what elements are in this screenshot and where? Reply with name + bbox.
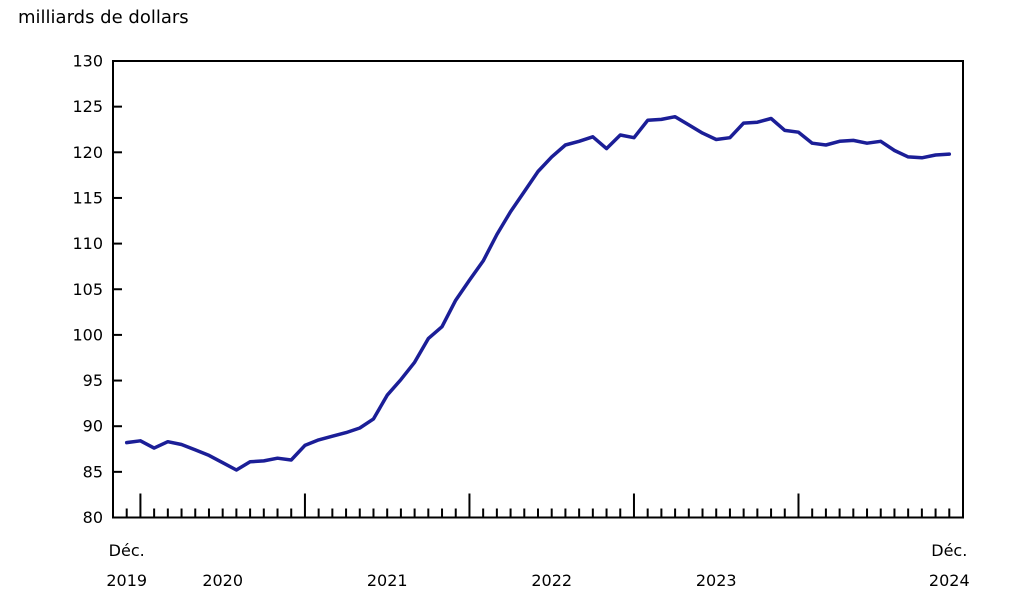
- x-axis-label-month: Déc.: [109, 541, 145, 560]
- x-axis-label-year: 2019: [106, 571, 147, 590]
- y-tick-label: 125: [72, 97, 103, 116]
- y-tick-label: 110: [72, 234, 103, 253]
- x-axis-label-year: 2021: [367, 571, 408, 590]
- y-tick-label: 130: [72, 52, 103, 71]
- y-tick-label: 80: [83, 508, 103, 527]
- x-axis-label-year: 2023: [696, 571, 737, 590]
- data-line: [124, 114, 952, 472]
- y-tick-label: 120: [72, 143, 103, 162]
- y-tick-label: 85: [83, 462, 103, 481]
- y-tick-label: 95: [83, 371, 103, 390]
- x-axis-label-year: 2020: [202, 571, 243, 590]
- y-tick-label: 90: [83, 417, 103, 436]
- y-tick-label: 115: [72, 188, 103, 207]
- plot-frame: [112, 60, 964, 519]
- x-axis-label-year: 2024: [929, 571, 970, 590]
- chart-title: milliards de dollars: [18, 7, 189, 28]
- x-axis-label-year: 2022: [531, 571, 572, 590]
- y-tick-label: 100: [72, 325, 103, 344]
- x-axis-label-month: Déc.: [931, 541, 967, 560]
- y-tick-label: 105: [72, 280, 103, 299]
